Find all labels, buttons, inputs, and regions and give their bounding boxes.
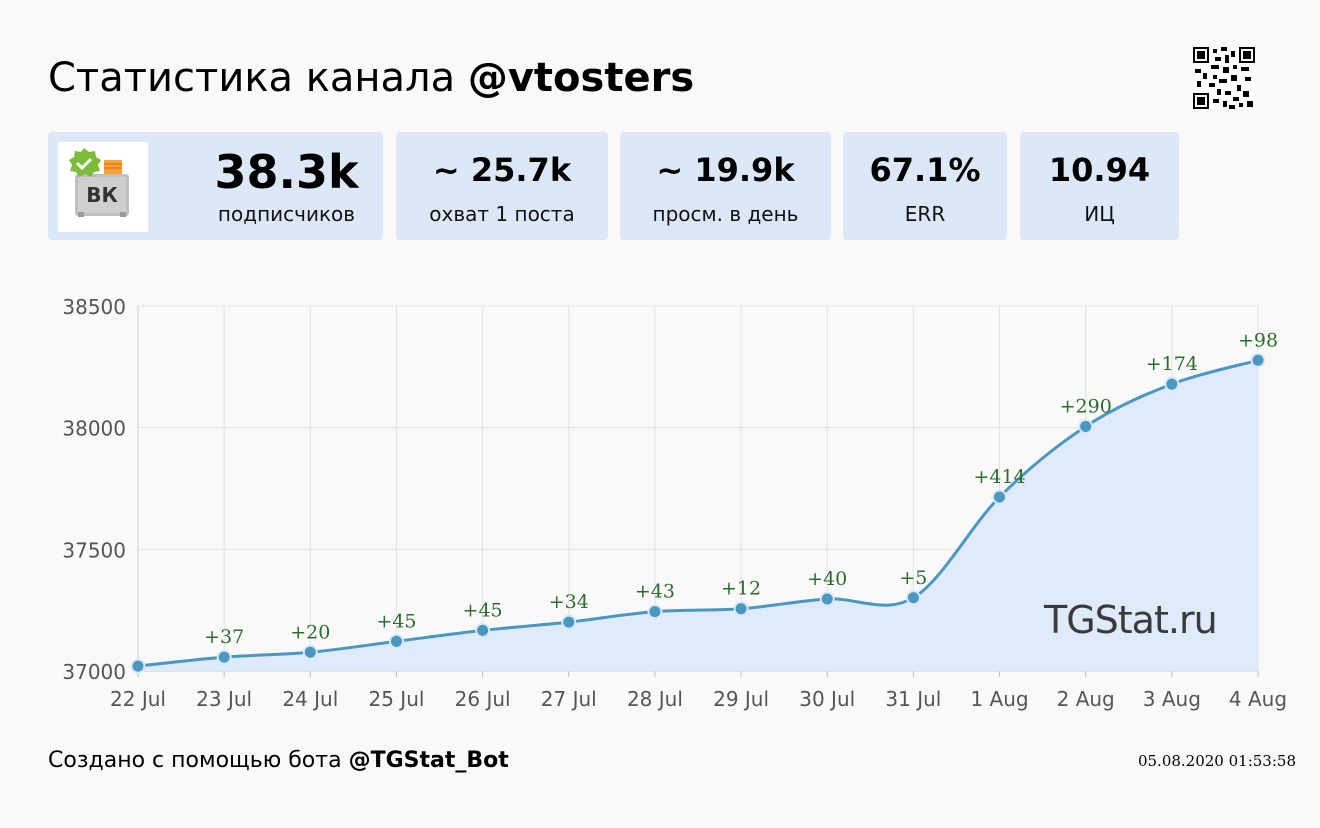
delta-label: +174 [1146,353,1198,375]
series-area [138,360,1258,671]
footer-bot-link[interactable]: @TGStat_Bot [348,748,509,773]
daily-views-card: ~ 19.9k просм. в день [620,132,831,240]
delta-label: +12 [721,578,761,600]
data-point[interactable] [1078,418,1094,434]
y-tick-label: 37000 [62,660,126,684]
data-point[interactable] [216,649,232,665]
subscribers-card: ВК 38.3k подписчиков [48,132,383,240]
x-tick-label: 26 Jul [455,687,511,711]
ci-label: ИЦ [1084,202,1115,226]
daily-views-label: просм. в день [652,202,799,226]
qr-code-icon[interactable] [1193,47,1255,109]
series-line [137,358,1259,668]
y-tick-label: 38500 [62,295,126,319]
delta-label: +290 [1060,395,1112,417]
delta-label: +5 [899,567,927,589]
err-card: 67.1% ERR [843,132,1007,240]
channel-name[interactable]: @vtosters [467,55,695,101]
x-tick-label: 29 Jul [713,687,769,711]
err-value: 67.1% [869,151,981,189]
page-title: Статистика канала @vtosters [48,54,694,102]
delta-label: +20 [290,621,330,643]
avatar-text: ВК [86,183,118,207]
x-tick-label: 4 Aug [1229,687,1287,711]
x-tick-label: 25 Jul [368,687,424,711]
err-label: ERR [904,202,946,226]
x-tick-label: 24 Jul [282,687,338,711]
delta-label: +45 [376,610,416,632]
data-point[interactable] [561,614,577,630]
delta-label: +45 [463,599,503,621]
subscribers-value: 38.3k [214,145,359,199]
data-point[interactable] [388,633,404,649]
delta-label: +40 [807,568,847,590]
data-point[interactable] [992,489,1008,505]
x-tick-label: 23 Jul [196,687,252,711]
subscribers-label: подписчиков [217,202,356,226]
footer-text: Создано с помощью бота [48,748,342,773]
delta-label: +43 [635,581,675,603]
data-point[interactable] [475,622,491,638]
data-point[interactable] [302,644,318,660]
reach-card: ~ 25.7k охват 1 поста [396,132,608,240]
data-point[interactable] [819,591,835,607]
footer: Создано с помощью бота @TGStat_Bot [48,747,509,775]
delta-label: +98 [1238,329,1278,351]
watermark-text: TGStat.ru [1044,598,1218,642]
data-point[interactable] [905,590,921,606]
reach-label: охват 1 поста [429,202,575,226]
channel-avatar[interactable]: ВК [58,142,148,232]
x-tick-label: 1 Aug [970,687,1028,711]
data-point[interactable] [1164,376,1180,392]
x-tick-label: 31 Jul [885,687,941,711]
x-tick-label: 2 Aug [1057,687,1115,711]
y-tick-label: 38000 [62,417,126,441]
footer-timestamp: 05.08.2020 01:53:58 [1137,752,1296,770]
data-point[interactable] [1250,352,1266,368]
avatar-icon: ВК [58,142,148,232]
x-tick-label: 27 Jul [541,687,597,711]
x-tick-label: 3 Aug [1143,687,1201,711]
data-point[interactable] [130,658,146,674]
delta-label: +34 [549,591,589,613]
reach-value: ~ 25.7k [432,151,572,189]
x-tick-label: 28 Jul [627,687,683,711]
ci-value: 10.94 [1048,151,1151,189]
delta-label: +414 [973,466,1025,488]
data-point[interactable] [647,604,663,620]
y-tick-label: 37500 [62,538,126,562]
delta-label: +37 [204,626,244,648]
x-tick-label: 22 Jul [110,687,166,711]
daily-views-value: ~ 19.9k [656,151,795,189]
x-tick-label: 30 Jul [799,687,855,711]
ci-card: 10.94 ИЦ [1020,132,1179,240]
data-point[interactable] [733,601,749,617]
title-prefix: Статистика канала [48,55,456,101]
